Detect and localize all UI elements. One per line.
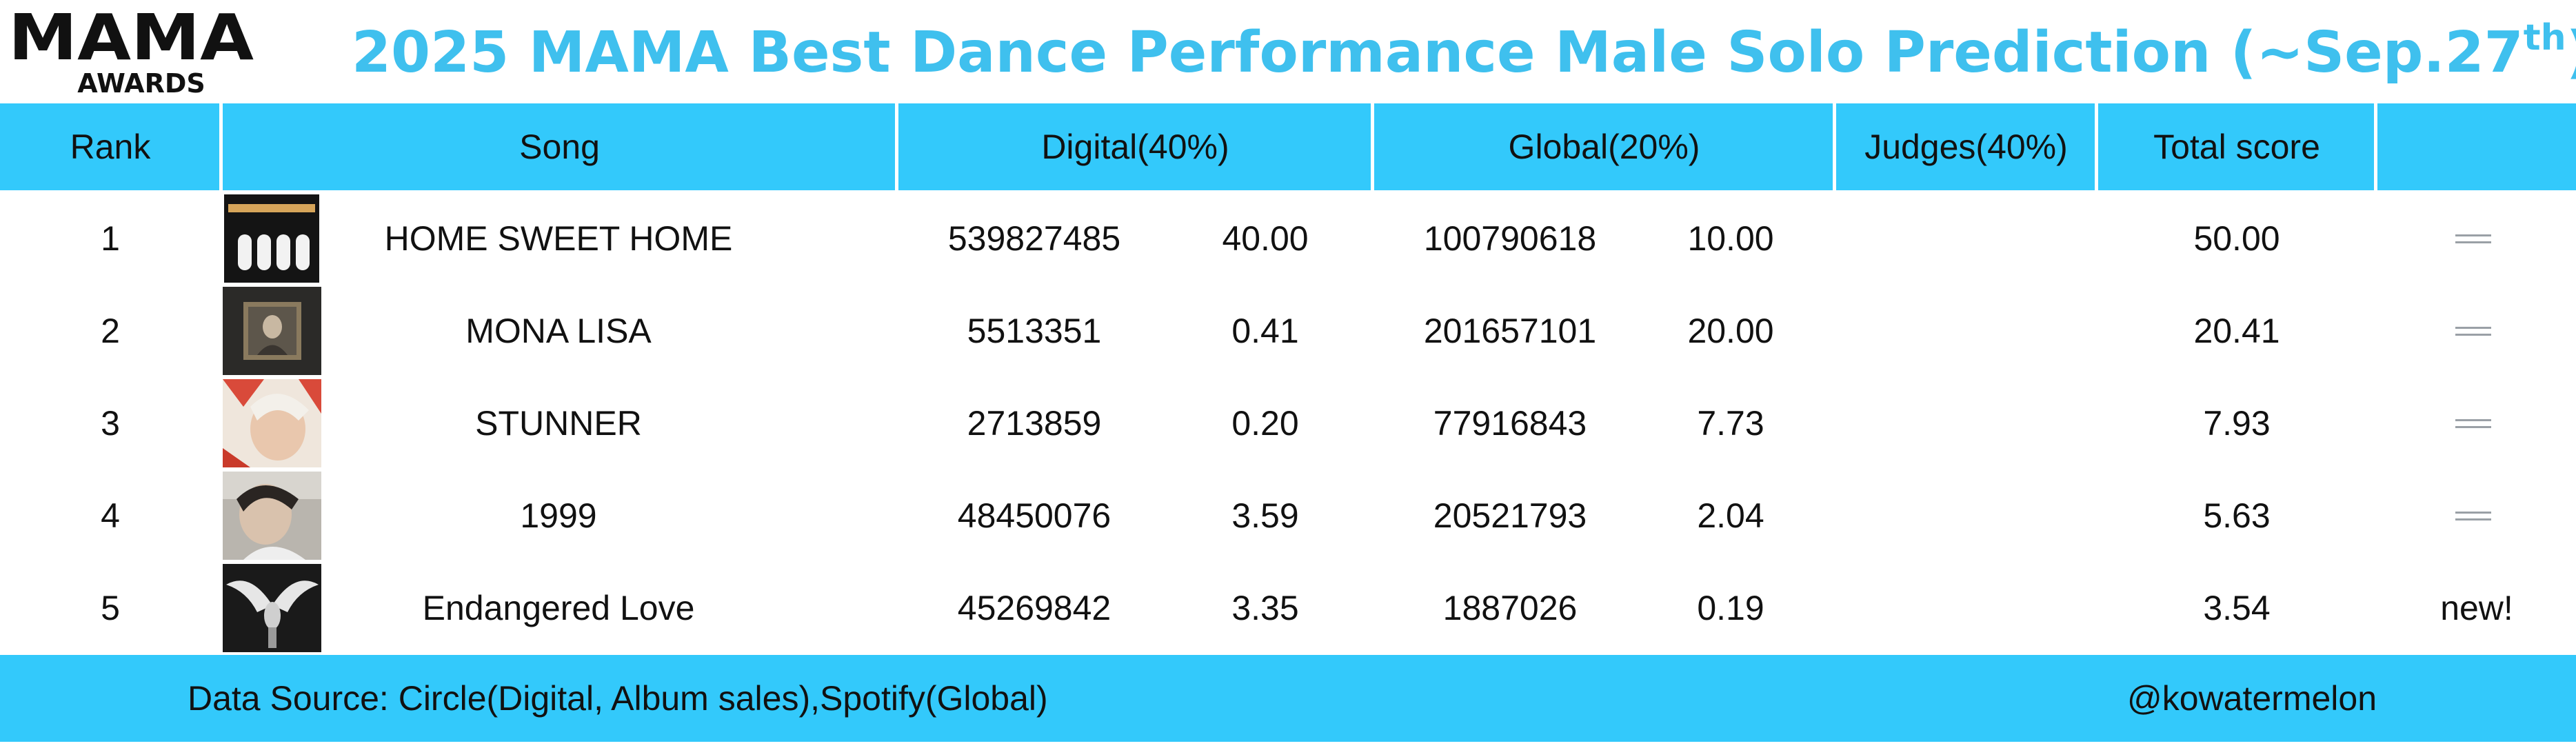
album-cover-image (223, 564, 321, 652)
digital-value: 2713859 (967, 404, 1102, 443)
header-global: Global(20%) (1508, 128, 1700, 166)
global-value: 201657101 (1423, 312, 1597, 350)
song-title: HOME SWEET HOME (384, 219, 733, 258)
global-score: 0.19 (1697, 589, 1764, 627)
digital-score: 40.00 (1222, 219, 1309, 258)
global-score: 2.04 (1697, 496, 1764, 535)
header-divider (895, 103, 898, 190)
header-divider (1833, 103, 1836, 190)
header-change (2377, 103, 2576, 190)
title-end: ) (2566, 20, 2576, 85)
footer-bar: Data Source: Circle(Digital, Album sales… (0, 655, 2576, 742)
judges-score (1836, 469, 2096, 562)
table-row: 2 MONA LISA 5513351 0.41 201657101 20.00… (0, 285, 2576, 377)
header-digital: Digital(40%) (1041, 128, 1229, 166)
song-title: 1999 (520, 496, 597, 535)
digital-score: 0.41 (1231, 312, 1299, 350)
header-divider (2095, 103, 2098, 190)
header-judges: Judges(40%) (1864, 128, 2068, 166)
album-cover-image (224, 194, 319, 283)
digital-score: 3.35 (1231, 589, 1299, 627)
digital-value: 48450076 (957, 496, 1111, 535)
new-badge: new! (2440, 589, 2513, 627)
equal-icon (2455, 317, 2491, 345)
mama-awards-logo: MAMA AWARDS (7, 1, 255, 99)
data-source-text: Data Source: Circle(Digital, Album sales… (188, 679, 1048, 718)
header-rank: Rank (70, 128, 151, 166)
global-score: 7.73 (1697, 404, 1764, 443)
digital-score: 0.20 (1231, 404, 1299, 443)
rank-cell: 4 (101, 496, 120, 535)
digital-value: 539827485 (947, 219, 1121, 258)
table-row: 5 Endangered Love 45269842 3.35 1887026 … (0, 562, 2576, 654)
rank-cell: 3 (101, 404, 120, 443)
table-row: 1 HOME SWEET HOME 539827485 40.00 100790… (0, 192, 2576, 285)
logo-subtext: AWARDS (77, 68, 205, 95)
total-score: 3.54 (2203, 589, 2271, 627)
header-divider (1371, 103, 1374, 190)
album-cover-image (223, 472, 321, 560)
page-title: 2025 MAMA Best Dance Performance Male So… (352, 15, 2576, 91)
equal-icon (2455, 502, 2491, 529)
table-header: Rank Song Digital(40%) Global(20%) Judge… (0, 103, 2576, 190)
header-total: Total score (2153, 128, 2320, 166)
global-score: 20.00 (1687, 312, 1774, 350)
song-title: STUNNER (475, 404, 642, 443)
digital-value: 5513351 (967, 312, 1102, 350)
equal-icon (2455, 410, 2491, 437)
album-cover-image (223, 287, 321, 375)
rank-cell: 1 (101, 219, 120, 258)
rank-cell: 5 (101, 589, 120, 627)
digital-value: 45269842 (957, 589, 1111, 627)
table-row: 3 STUNNER 2713859 0.20 77916843 7.73 7.9… (0, 377, 2576, 469)
table-row: 4 1999 48450076 3.59 20521793 2.04 5.63 (0, 469, 2576, 562)
song-title: Endangered Love (422, 589, 695, 627)
total-score: 5.63 (2203, 496, 2271, 535)
header-divider (219, 103, 223, 190)
header-divider (2374, 103, 2377, 190)
judges-score (1836, 377, 2096, 469)
total-score: 7.93 (2203, 404, 2271, 443)
global-score: 10.00 (1687, 219, 1774, 258)
digital-score: 3.59 (1231, 496, 1299, 535)
logo-wordmark: MAMA (8, 12, 254, 74)
author-credit: @kowatermelon (2127, 679, 2377, 718)
album-cover-image (223, 379, 321, 467)
title-sup: th (2523, 17, 2566, 59)
total-score: 20.41 (2193, 312, 2280, 350)
total-score: 50.00 (2193, 219, 2280, 258)
header-song: Song (519, 128, 600, 166)
judges-score (1836, 562, 2096, 654)
judges-score (1836, 285, 2096, 377)
equal-icon (2455, 225, 2491, 252)
rank-cell: 2 (101, 312, 120, 350)
song-title: MONA LISA (465, 312, 652, 350)
global-value: 100790618 (1423, 219, 1597, 258)
global-value: 20521793 (1433, 496, 1587, 535)
judges-score (1836, 192, 2096, 285)
global-value: 77916843 (1433, 404, 1587, 443)
title-main: 2025 MAMA Best Dance Performance Male So… (352, 20, 2524, 85)
global-value: 1887026 (1442, 589, 1578, 627)
